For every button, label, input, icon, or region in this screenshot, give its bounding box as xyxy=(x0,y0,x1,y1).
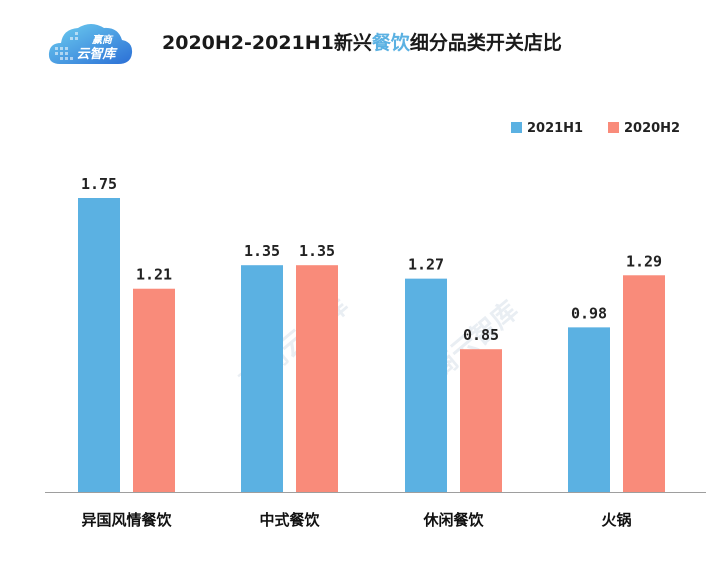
bar-2021H1-2 xyxy=(405,278,447,492)
data-label-2020H2-1: 1.35 xyxy=(299,242,335,260)
legend-label-2021H1: 2021H1 xyxy=(527,121,583,136)
data-label-2021H1-3: 0.98 xyxy=(571,304,607,322)
data-label-2021H1-2: 1.27 xyxy=(408,256,444,274)
bar-2021H1-0 xyxy=(78,198,120,492)
logo-line1: 赢商 xyxy=(91,34,114,46)
x-tick-label-1: 中式餐饮 xyxy=(259,511,320,529)
logo-line2: 云智库 xyxy=(76,46,118,62)
cloud-icon xyxy=(48,24,133,64)
bar-2021H1-1 xyxy=(241,265,283,492)
data-label-2020H2-3: 1.29 xyxy=(626,252,662,270)
title-highlight: 餐饮 xyxy=(371,32,410,54)
legend-swatch-2020H2 xyxy=(608,122,619,133)
brand-logo: 赢商 云智库 xyxy=(46,14,134,72)
data-label-2021H1-1: 1.35 xyxy=(244,242,280,260)
x-tick-label-2: 休闲餐饮 xyxy=(422,511,484,529)
bar-2020H2-2 xyxy=(460,349,502,492)
data-label-2020H2-0: 1.21 xyxy=(136,266,172,284)
x-tick-label-0: 异国风情餐饮 xyxy=(81,511,172,529)
legend-label-2020H2: 2020H2 xyxy=(624,121,680,136)
title-prefix: 2020H2-2021H1新兴 xyxy=(162,32,372,54)
bar-2020H2-3 xyxy=(623,275,665,492)
chart-title: 2020H2-2021H1新兴餐饮细分品类开关店比 xyxy=(162,28,562,55)
bar-2021H1-3 xyxy=(568,327,610,492)
data-label-2021H1-0: 1.75 xyxy=(81,175,117,193)
bar-2020H2-1 xyxy=(296,265,338,492)
x-tick-label-3: 火锅 xyxy=(601,511,631,529)
legend-swatch-2021H1 xyxy=(511,122,522,133)
title-suffix: 细分品类开关店比 xyxy=(409,32,562,54)
data-label-2020H2-2: 0.85 xyxy=(463,326,499,344)
bar-2020H2-0 xyxy=(133,288,175,492)
